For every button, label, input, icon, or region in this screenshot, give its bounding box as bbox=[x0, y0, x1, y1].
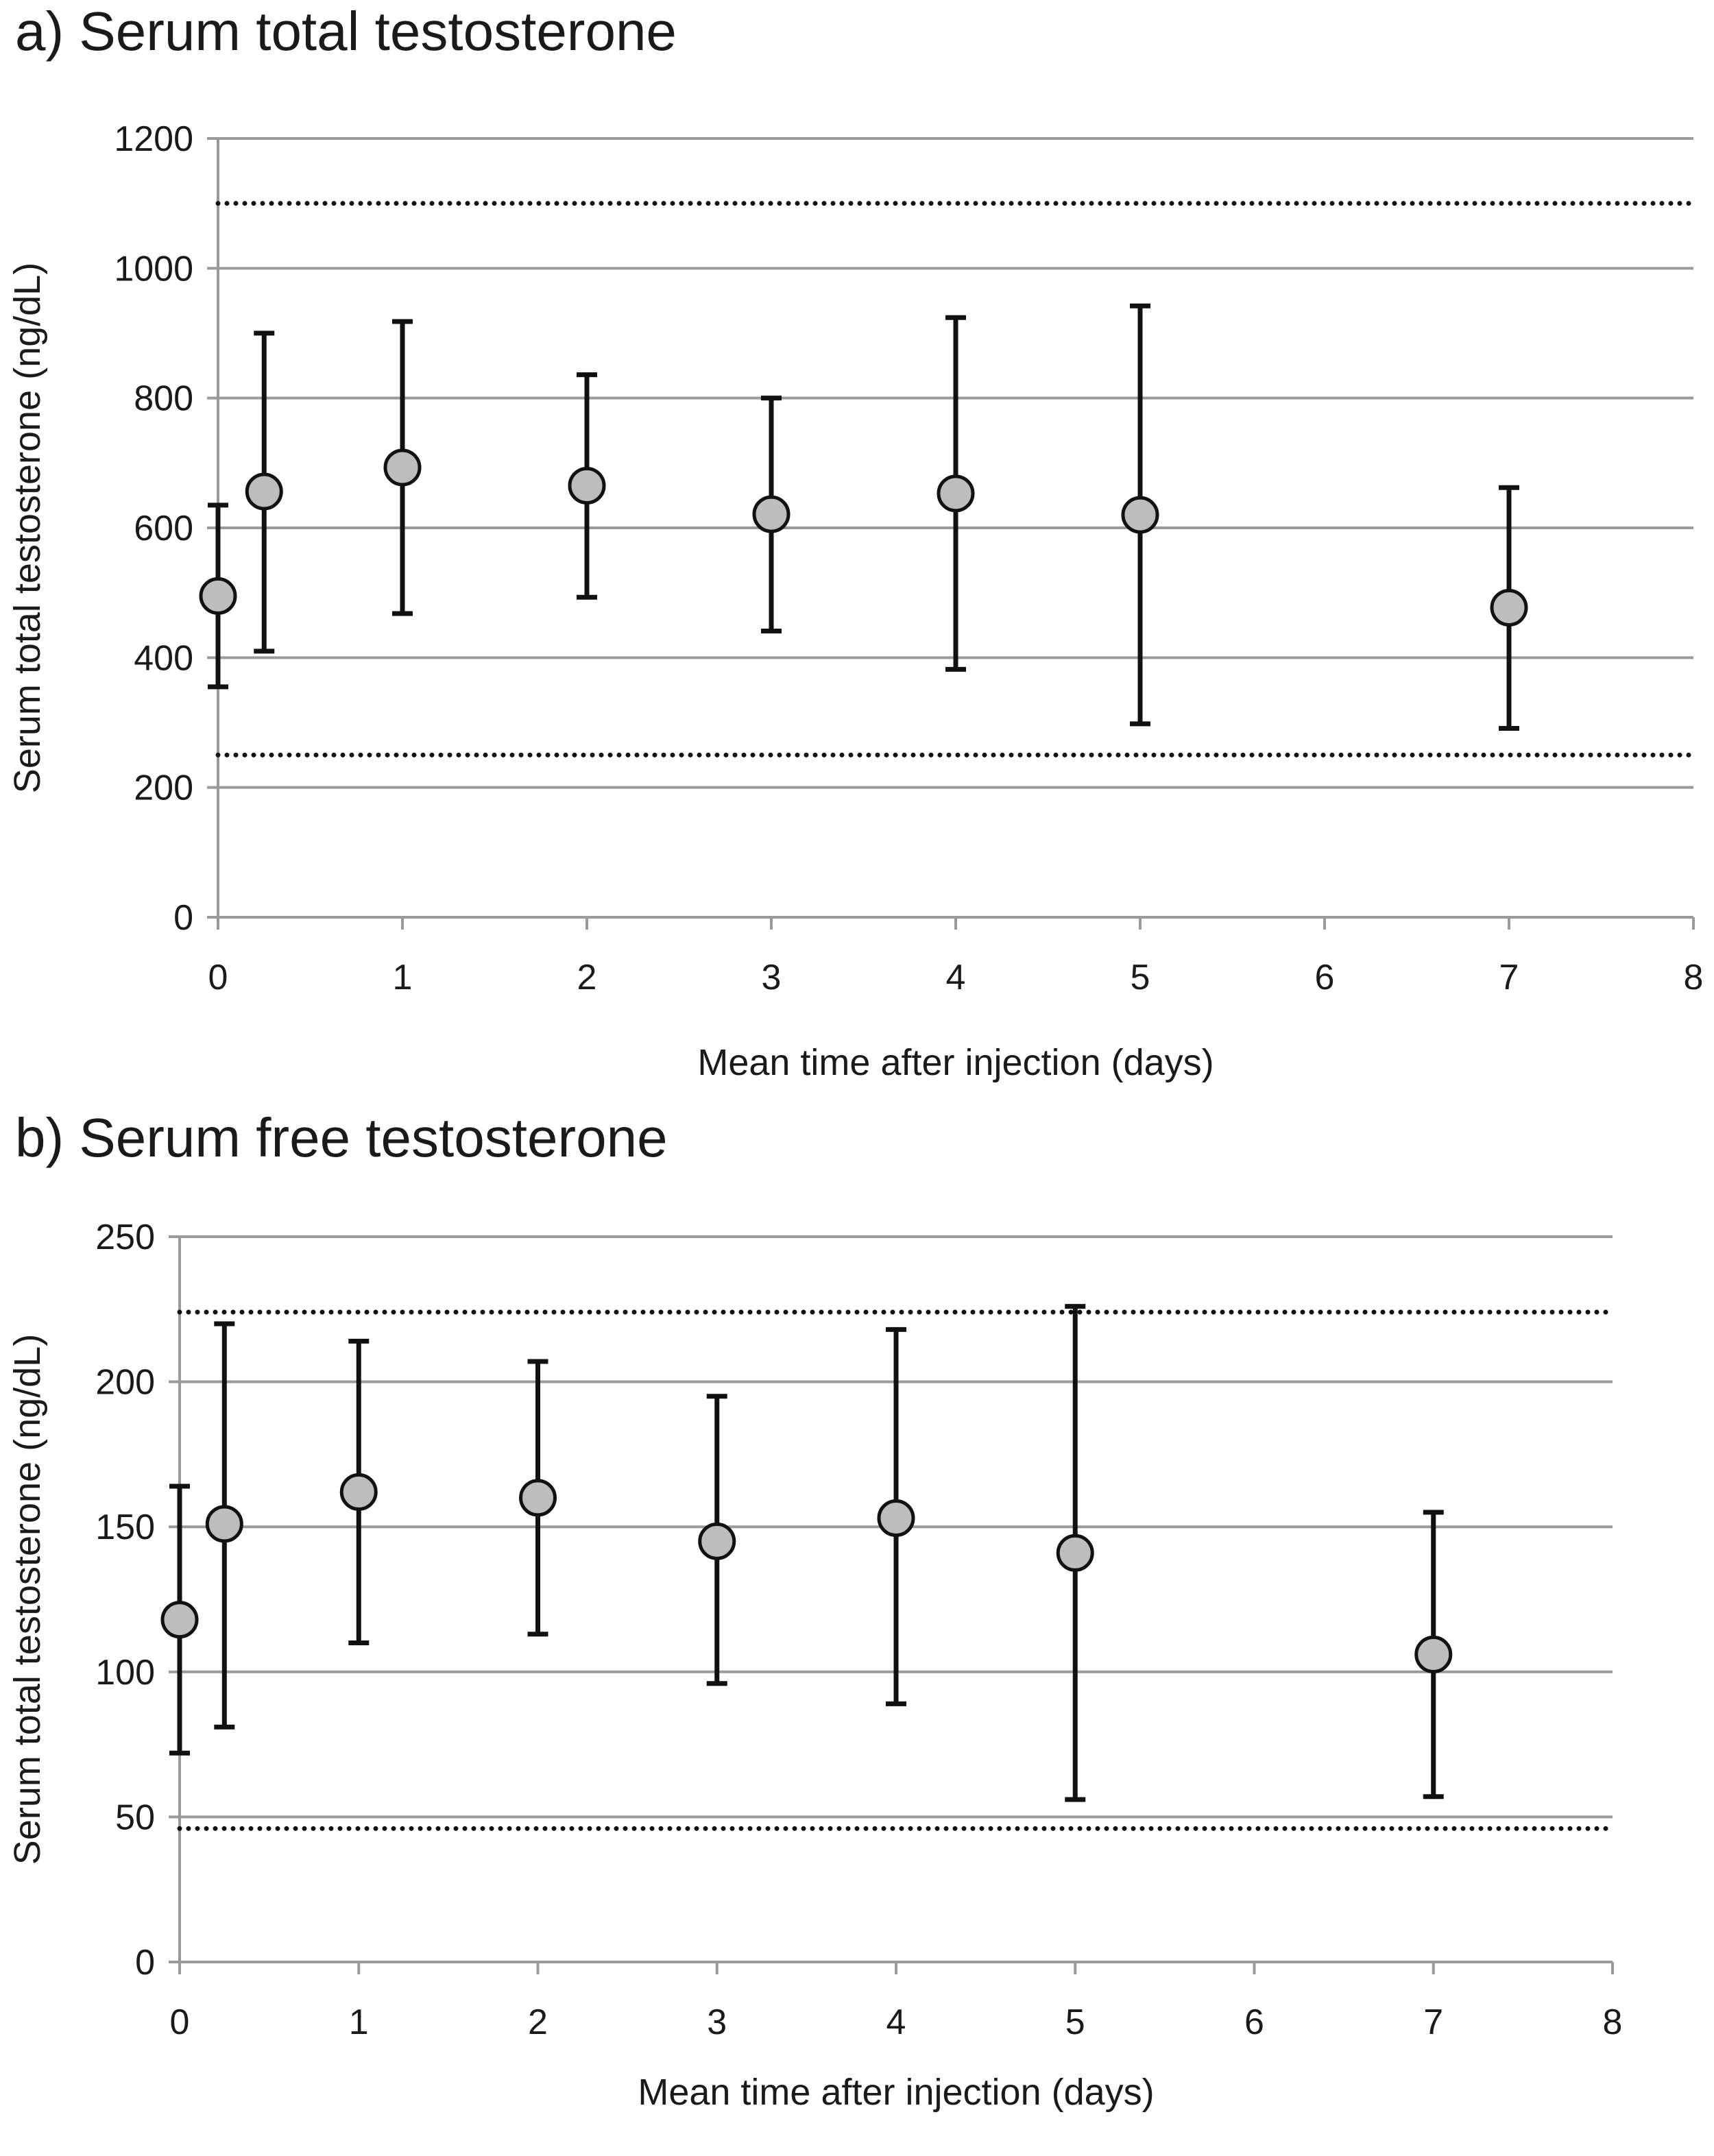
y-tick-label: 200 bbox=[95, 1363, 155, 1403]
y-tick-label: 1000 bbox=[114, 249, 193, 289]
x-tick-label: 3 bbox=[707, 2002, 727, 2042]
y-axis-title: Serum total testosterone (ng/dL) bbox=[7, 1334, 48, 1865]
data-point bbox=[877, 1499, 915, 1538]
panel-b-title: b) Serum free testosterone bbox=[15, 1107, 668, 1168]
x-tick-label: 8 bbox=[1603, 2002, 1623, 2042]
x-tick-label: 6 bbox=[1244, 2002, 1264, 2042]
y-axis-title: Serum total testosterone (ng/dL) bbox=[7, 263, 48, 793]
y-tick-label: 200 bbox=[134, 768, 193, 808]
y-tick-label: 150 bbox=[95, 1507, 155, 1547]
x-tick-label: 3 bbox=[762, 958, 782, 997]
data-point bbox=[752, 495, 790, 533]
chart-panel-a: 0 200 400 600 800 1000 1200 0 1 2 3 4 5 6 7 8 Mean time … bbox=[7, 119, 1703, 1083]
data-point bbox=[698, 1522, 736, 1560]
x-tick-label: 2 bbox=[528, 2002, 548, 2042]
x-tick-label: 7 bbox=[1423, 2002, 1443, 2042]
x-tick-label: 4 bbox=[946, 958, 966, 997]
data-point bbox=[245, 472, 283, 511]
data-point bbox=[937, 474, 975, 513]
x-tick-label: 0 bbox=[170, 2002, 190, 2042]
y-tick-label: 600 bbox=[134, 509, 193, 548]
x-tick-label: 7 bbox=[1499, 958, 1519, 997]
data-point bbox=[205, 1505, 243, 1543]
x-axis-title: Mean time after injection (days) bbox=[697, 1042, 1214, 1083]
y-tick-label: 400 bbox=[134, 638, 193, 678]
data-point bbox=[519, 1479, 557, 1517]
data-point bbox=[1056, 1534, 1094, 1572]
x-tick-label: 0 bbox=[208, 958, 228, 997]
x-tick-label: 4 bbox=[886, 2002, 906, 2042]
x-tick-label: 1 bbox=[393, 958, 413, 997]
data-point bbox=[339, 1473, 378, 1511]
y-tick-label: 100 bbox=[95, 1653, 155, 1693]
x-axis-title: Mean time after injection (days) bbox=[638, 2072, 1154, 2113]
data-point bbox=[383, 448, 422, 487]
x-tick-label: 2 bbox=[577, 958, 597, 997]
data-point bbox=[1414, 1635, 1453, 1673]
x-tick-label: 8 bbox=[1684, 958, 1704, 997]
y-tick-label: 1200 bbox=[114, 119, 193, 159]
panel-a-title: a) Serum total testosterone bbox=[15, 1, 677, 62]
x-tick-label: 5 bbox=[1065, 2002, 1085, 2042]
data-point bbox=[160, 1601, 199, 1639]
y-tick-label: 50 bbox=[115, 1797, 155, 1837]
x-tick-label: 6 bbox=[1315, 958, 1335, 997]
y-tick-label: 0 bbox=[135, 1943, 155, 1983]
y-tick-label: 0 bbox=[173, 898, 193, 938]
x-tick-label: 1 bbox=[349, 2002, 369, 2042]
data-point bbox=[199, 577, 237, 615]
data-point bbox=[1490, 588, 1528, 627]
data-point bbox=[568, 466, 606, 505]
chart-panel-b: 0 50 100 150 200 250 0 1 2 3 4 5 6 7 8 Mean time after … bbox=[7, 1218, 1622, 2113]
x-tick-label: 5 bbox=[1131, 958, 1150, 997]
data-point bbox=[1121, 496, 1159, 534]
y-tick-label: 250 bbox=[95, 1218, 155, 1257]
y-tick-label: 800 bbox=[134, 379, 193, 419]
